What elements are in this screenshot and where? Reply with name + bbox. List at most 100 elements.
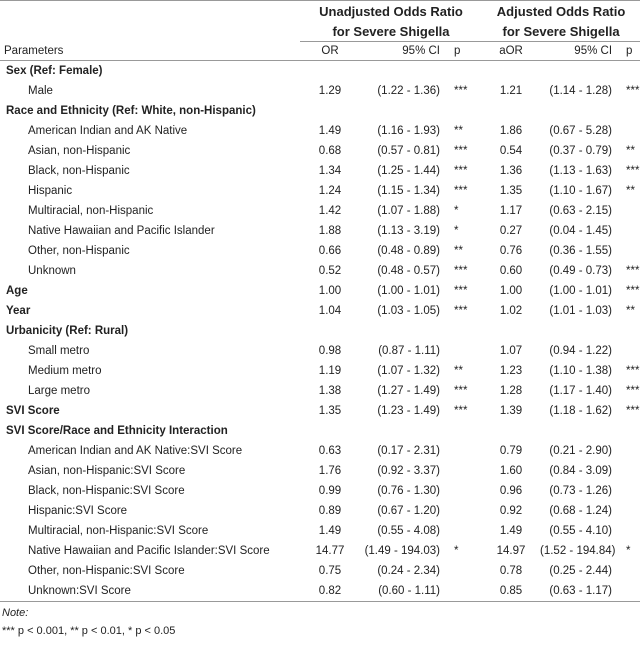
parameter-cell: Asian, non-Hispanic: [28, 145, 131, 157]
aor-cell: 0.54: [499, 145, 523, 157]
or-cell: 0.89: [318, 505, 342, 517]
p-adjusted-cell: [622, 421, 640, 441]
ci-adjusted-cell: (0.68 - 1.24): [549, 505, 613, 517]
or-cell: 1.49: [318, 525, 342, 537]
aor-cell: 1.07: [499, 345, 523, 357]
p-adjusted-cell: ***: [626, 405, 640, 417]
ci-unadjusted-cell: (1.07 - 1.32): [377, 365, 440, 377]
parameter-cell: Age: [6, 285, 28, 297]
adjusted-group-title-line2: for Severe Shigella: [482, 21, 640, 42]
p-adjusted-cell: **: [626, 305, 635, 317]
p-unadjusted-cell: ***: [454, 305, 468, 317]
p-adjusted-cell: **: [626, 185, 635, 197]
aor-cell: 1.28: [499, 385, 523, 397]
p-adjusted-cell: [622, 341, 640, 361]
aor-cell: 0.79: [499, 445, 523, 457]
section-row: SVI Score/Race and Ethnicity Interaction: [0, 421, 640, 441]
parameters-header: Parameters: [0, 41, 300, 61]
or-cell: [300, 321, 360, 341]
aor-cell: 1.23: [499, 365, 523, 377]
ci-adjusted-cell: (1.13 - 1.63): [549, 165, 613, 177]
parameter-cell: Hispanic: [28, 185, 73, 197]
aor-cell: [482, 421, 540, 441]
p-unadjusted-cell: [450, 321, 482, 341]
table-row: Multiracial, non-Hispanic 1.42 (1.07 - 1.8…: [0, 201, 640, 221]
parameter-cell: Urbanicity (Ref: Rural): [6, 325, 129, 337]
ci-adjusted-cell: (0.63 - 1.17): [549, 585, 613, 597]
or-cell: 0.63: [318, 445, 342, 457]
ci-unadjusted-cell: (0.67 - 1.20): [377, 505, 440, 517]
p-adjusted-cell: [622, 501, 640, 521]
table-row: American Indian and AK Native 1.49 (1.16 -…: [0, 121, 640, 141]
parameter-cell: American Indian and AK Native: [28, 125, 188, 137]
p-adjusted-cell: ***: [626, 285, 640, 297]
ci-adjusted-cell: [540, 61, 622, 82]
or-cell: 1.00: [318, 285, 342, 297]
p-unadjusted-cell: **: [454, 125, 463, 137]
or-cell: 0.82: [318, 585, 342, 597]
table-row: Male 1.29 (1.22 - 1.36) *** 1.21 (1.14 - 1.28…: [0, 81, 640, 101]
aor-cell: 1.02: [499, 305, 523, 317]
p-unadjusted-cell: ***: [454, 285, 468, 297]
p-unadjusted-cell: ***: [454, 145, 468, 157]
table-row: Unknown:SVI Score 0.82 (0.60 - 1.11) 0.85 (0…: [0, 581, 640, 602]
parameter-cell: Race and Ethnicity (Ref: White, non-Hisp…: [6, 105, 256, 117]
ci-unadjusted-cell: (1.15 - 1.34): [377, 185, 440, 197]
or-cell: [300, 101, 360, 121]
ci-unadjusted-cell: (0.24 - 2.34): [377, 565, 440, 577]
parameter-cell: Hispanic:SVI Score: [28, 505, 128, 517]
p-adjusted-cell: **: [626, 145, 635, 157]
table-row: American Indian and AK Native:SVI Score 0…: [0, 441, 640, 461]
ci-unadjusted-cell: (0.60 - 1.11): [378, 585, 440, 597]
parameter-cell: Sex (Ref: Female): [6, 65, 103, 77]
or-cell: 1.24: [318, 185, 342, 197]
p-unadjusted-cell: **: [454, 365, 463, 377]
or-cell: [300, 421, 360, 441]
aor-cell: 0.85: [499, 585, 523, 597]
or-cell: 1.19: [318, 365, 342, 377]
or-cell: 1.49: [318, 125, 342, 137]
p-adjusted-cell: ***: [626, 165, 640, 177]
ci-adjusted-cell: (0.55 - 4.10): [549, 525, 613, 537]
p-adjusted-cell: ***: [626, 265, 640, 277]
ci-adjusted-cell: (0.73 - 1.26): [549, 485, 613, 497]
p-unadjusted-cell: ***: [454, 165, 468, 177]
or-cell: 0.75: [318, 565, 342, 577]
or-cell: 0.68: [318, 145, 342, 157]
ci-unadjusted-cell: (1.49 - 194.03): [364, 545, 440, 557]
parameter-cell: Native Hawaiian and Pacific Islander:SVI…: [28, 545, 270, 557]
parameter-cell: Medium metro: [28, 365, 102, 377]
ci-adjusted-cell: (0.21 - 2.90): [549, 445, 613, 457]
p-unadjusted-cell: [450, 61, 482, 82]
section-row: Urbanicity (Ref: Rural): [0, 321, 640, 341]
ci-adjusted-cell: (1.52 - 194.84): [540, 545, 616, 557]
table-row: Asian, non-Hispanic:SVI Score 1.76 (0.92 -…: [0, 461, 640, 481]
p-header-unadjusted: p: [450, 41, 483, 61]
ci-adjusted-cell: (0.94 - 1.22): [549, 345, 613, 357]
p-unadjusted-cell: ***: [454, 265, 468, 277]
p-unadjusted-cell: ***: [454, 85, 468, 97]
or-cell: 1.76: [318, 465, 342, 477]
p-adjusted-cell: [622, 101, 640, 121]
parameter-cell: Other, non-Hispanic: [28, 245, 130, 257]
table-row: Asian, non-Hispanic 0.68 (0.57 - 0.81) *** 0…: [0, 141, 640, 161]
p-unadjusted-cell: ***: [454, 405, 468, 417]
aor-cell: 1.21: [499, 85, 523, 97]
ci-adjusted-cell: (1.10 - 1.38): [549, 365, 613, 377]
aor-cell: 0.76: [499, 245, 523, 257]
p-unadjusted-cell: [450, 581, 482, 602]
p-adjusted-cell: [622, 201, 640, 221]
group-header-row-2: for Severe Shigella for Severe Shigella: [0, 21, 640, 42]
aor-cell: 0.60: [499, 265, 523, 277]
p-unadjusted-cell: [450, 561, 482, 581]
ci-unadjusted-cell: [360, 61, 450, 82]
bottom-rule-row: [0, 601, 640, 604]
aor-cell: 1.36: [499, 165, 523, 177]
table-row: Native Hawaiian and Pacific Islander:SVI…: [0, 541, 640, 561]
p-adjusted-cell: *: [626, 545, 631, 557]
ci-adjusted-cell: (1.10 - 1.67): [549, 185, 613, 197]
p-unadjusted-cell: ***: [454, 385, 468, 397]
parameter-cell: Other, non-Hispanic:SVI Score: [28, 565, 185, 577]
parameter-cell: Large metro: [28, 385, 91, 397]
ci-unadjusted-cell: (0.17 - 2.31): [377, 445, 440, 457]
